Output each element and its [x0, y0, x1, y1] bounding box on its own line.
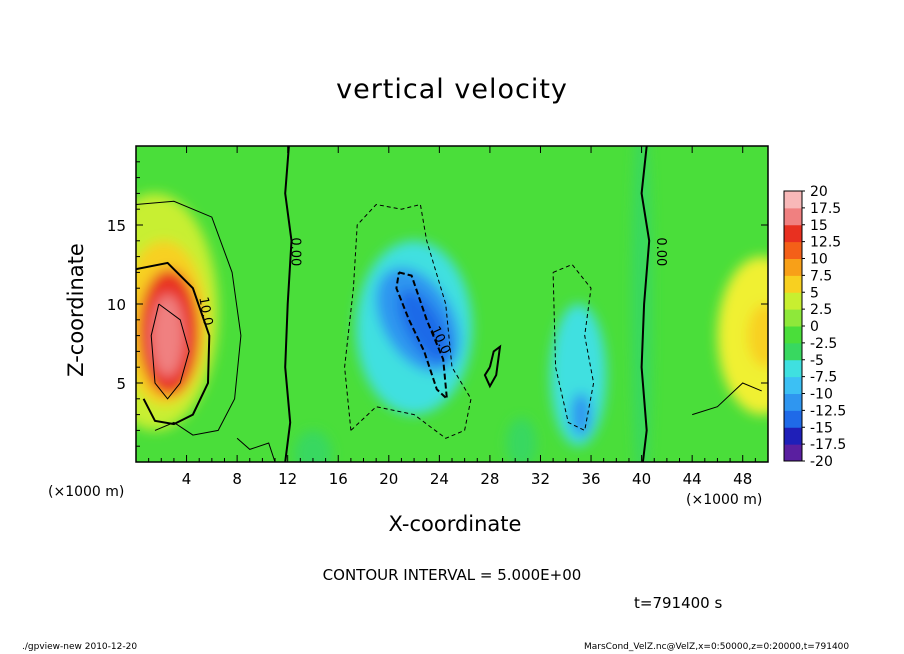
contour-label-0: 0.00 [287, 237, 302, 266]
x-tick-label-4: 4 [182, 470, 192, 488]
downdraft-east-core [570, 392, 592, 437]
colorbar-swatch [784, 393, 802, 411]
colorbar-swatch [784, 309, 802, 327]
updraft-core [151, 294, 185, 377]
x-tick-label-16: 16 [329, 470, 348, 488]
contour-misc-1 [236, 437, 276, 462]
y-tick-label-5: 5 [116, 375, 126, 393]
colorbar-swatch [784, 275, 802, 293]
x-tick-label-28: 28 [480, 470, 499, 488]
colorbar-swatch [784, 342, 802, 361]
colorbar-label-0: -20 [810, 454, 833, 470]
colorbar-label-5: -7.5 [810, 370, 837, 386]
contour-misc-2 [483, 344, 502, 389]
colorbar-swatch [784, 444, 802, 462]
updraft-east [717, 256, 768, 415]
footer-left: ./gpview-new 2010-12-20 [22, 642, 138, 652]
contour-15 [150, 303, 190, 400]
time-stamp: t=791400 s [634, 594, 723, 612]
x-axis-label: X-coordinate [388, 512, 522, 536]
chart-title: vertical velocity [336, 74, 568, 105]
downdraft-east [550, 304, 607, 447]
contour-minus5-east [552, 263, 595, 432]
x-unit-label-left: (×1000 m) [48, 484, 125, 500]
x-tick-label-40: 40 [632, 470, 651, 488]
x-tick-label-24: 24 [430, 470, 449, 488]
colorbar-label-2: -15 [810, 420, 833, 436]
x-tick-label-48: 48 [733, 470, 752, 488]
field-blobs [136, 146, 768, 462]
contour-misc-3 [692, 382, 762, 416]
colorbar-swatch [784, 427, 802, 445]
colorbar-swatch [784, 376, 802, 394]
colorbar-label-9: 2.5 [810, 302, 832, 318]
colorbar-label-11: 7.5 [810, 268, 832, 284]
contour-zero-east [640, 146, 651, 462]
band-3 [631, 146, 652, 462]
footer-right: MarsCond_VelZ.nc@VelZ,x=0:50000,z=0:2000… [584, 642, 850, 652]
band-2 [506, 417, 537, 462]
colorbar-swatch [784, 224, 802, 243]
colorbar-swatch [784, 258, 802, 276]
colorbar-label-10: 5 [810, 285, 819, 301]
y-tick-label-10: 10 [107, 296, 126, 314]
contour-label-1: 10.0 [195, 296, 215, 327]
colorbar-label-14: 15 [810, 218, 828, 234]
x-tick-label-20: 20 [379, 470, 398, 488]
colorbar-label-8: 0 [810, 319, 819, 335]
y-axis-label: Z-coordinate [64, 243, 88, 377]
contour-label-3: 0.00 [653, 237, 668, 266]
x-tick-label-32: 32 [531, 470, 550, 488]
colorbar-swatch [784, 326, 802, 344]
colorbar-label-7: -2.5 [810, 336, 837, 352]
colorbar-swatch [784, 359, 802, 378]
colorbar-label-12: 10 [810, 252, 828, 268]
colorbar-swatch [784, 191, 802, 209]
colorbar-label-16: 20 [810, 184, 828, 200]
colorbar: -20-17.5-15-12.5-10-7.5-5-2.502.557.5101… [783, 184, 846, 470]
x-unit-label-right: (×1000 m) [686, 492, 763, 508]
colorbar-label-1: -17.5 [810, 437, 846, 453]
colorbar-label-13: 12.5 [810, 235, 841, 251]
colorbar-label-15: 17.5 [810, 201, 841, 217]
contour-minus10 [395, 271, 449, 402]
colorbar-label-6: -5 [810, 353, 824, 369]
contour-zero-west [284, 146, 293, 462]
band-1 [294, 430, 332, 462]
colorbar-label-4: -10 [810, 387, 833, 403]
colorbar-swatch [784, 207, 802, 226]
colorbar-label-3: -12.5 [810, 403, 846, 419]
contour-minus5 [344, 203, 472, 439]
contour-interval-text: CONTOUR INTERVAL = 5.000E+00 [322, 566, 582, 584]
x-tick-label-36: 36 [581, 470, 600, 488]
colorbar-swatch [784, 410, 802, 428]
contour-10 [136, 261, 211, 426]
colorbar-swatch [784, 241, 802, 259]
x-tick-label-12: 12 [278, 470, 297, 488]
x-tick-label-8: 8 [232, 470, 242, 488]
y-tick-label-15: 15 [107, 217, 126, 235]
x-tick-label-44: 44 [683, 470, 702, 488]
colorbar-swatch [784, 292, 802, 310]
updraft-east-core [747, 304, 768, 368]
contour-5 [136, 200, 242, 436]
